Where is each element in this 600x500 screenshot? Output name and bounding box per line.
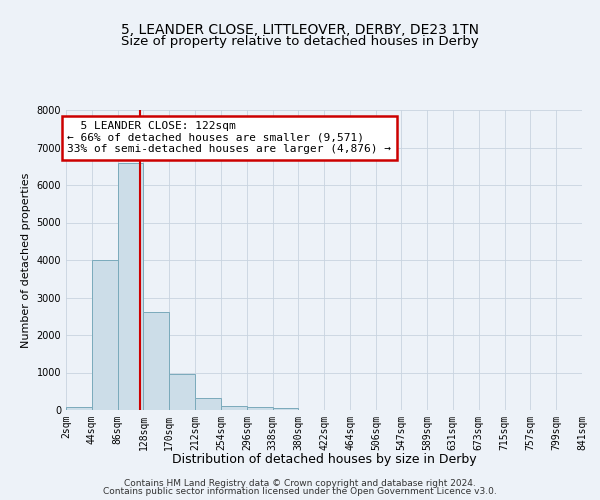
- Text: Contains HM Land Registry data © Crown copyright and database right 2024.: Contains HM Land Registry data © Crown c…: [124, 478, 476, 488]
- Bar: [195, 398, 221, 410]
- Bar: [118, 162, 143, 410]
- Text: 5 LEANDER CLOSE: 122sqm
← 66% of detached houses are smaller (9,571)
33% of semi: 5 LEANDER CLOSE: 122sqm ← 66% of detache…: [67, 121, 391, 154]
- Text: Size of property relative to detached houses in Derby: Size of property relative to detached ho…: [121, 35, 479, 48]
- Bar: [169, 374, 195, 410]
- Text: Contains public sector information licensed under the Open Government Licence v3: Contains public sector information licen…: [103, 487, 497, 496]
- Bar: [66, 407, 92, 410]
- Text: 5, LEANDER CLOSE, LITTLEOVER, DERBY, DE23 1TN: 5, LEANDER CLOSE, LITTLEOVER, DERBY, DE2…: [121, 22, 479, 36]
- Bar: [143, 312, 169, 410]
- X-axis label: Distribution of detached houses by size in Derby: Distribution of detached houses by size …: [172, 453, 476, 466]
- Bar: [221, 406, 247, 410]
- Y-axis label: Number of detached properties: Number of detached properties: [21, 172, 31, 348]
- Bar: [272, 408, 298, 410]
- Bar: [92, 260, 118, 410]
- Bar: [247, 408, 272, 410]
